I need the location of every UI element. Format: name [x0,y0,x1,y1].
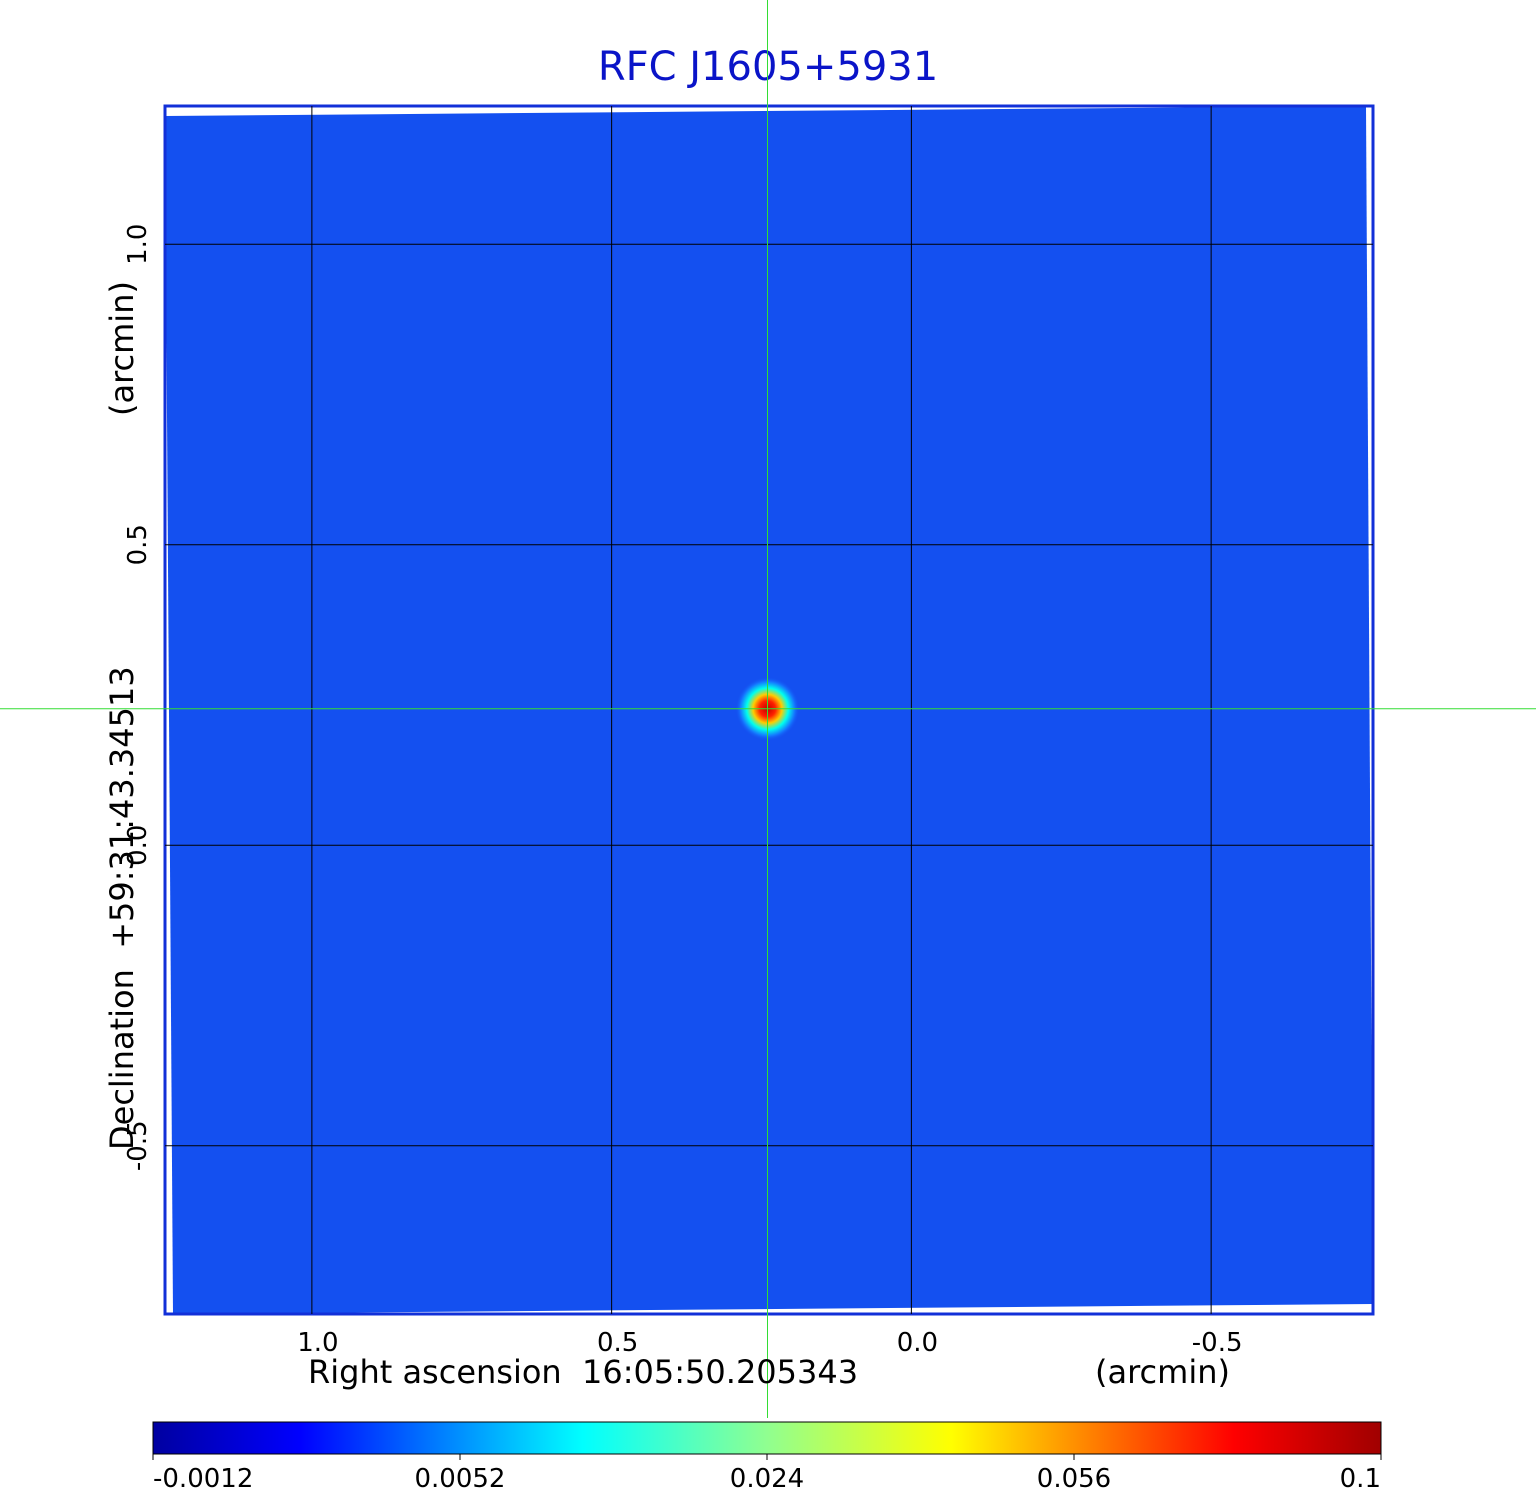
colorbar-tick-label-2: 0.024 [730,1464,804,1494]
colorbar-tick-label-3: 0.056 [1037,1464,1111,1494]
colorbar-tick-label-0: -0.0012 [153,1464,253,1494]
x-axis-unit: (arcmin) [1095,1353,1230,1391]
y-tick-label-2: 0.0 [123,825,153,866]
y-tick-label-1: 0.5 [123,524,153,565]
colorbar-tick-label-4: 0.1 [1340,1464,1381,1494]
x-tick-label-2: 0.0 [897,1328,938,1358]
y-tick-labels: 1.0 0.5 0.0 -0.5 [123,224,153,1172]
x-tick-label-0: 1.0 [297,1328,338,1358]
y-axis-unit: (arcmin) [103,281,141,416]
x-tick-labels: 1.0 0.5 0.0 -0.5 [297,1328,1242,1358]
y-tick-label-0: 1.0 [123,224,153,265]
y-tick-label-3: -0.5 [123,1120,153,1171]
x-tick-label-3: -0.5 [1192,1328,1243,1358]
plot-frame [163,104,1375,1316]
crosshair [0,0,1536,1418]
colorbar-gradient [152,1421,1382,1455]
colorbar: -0.0012 0.0052 0.024 0.056 0.1 [152,1421,1382,1494]
x-axis-label: Right ascension 16:05:50.205343 [308,1353,859,1391]
x-tick-label-1: 0.5 [597,1328,638,1358]
colorbar-tick-label-1: 0.0052 [415,1464,506,1494]
grid-lines [165,106,1373,1314]
y-axis-label: Declination +59:31:43.34513 [103,666,141,1150]
